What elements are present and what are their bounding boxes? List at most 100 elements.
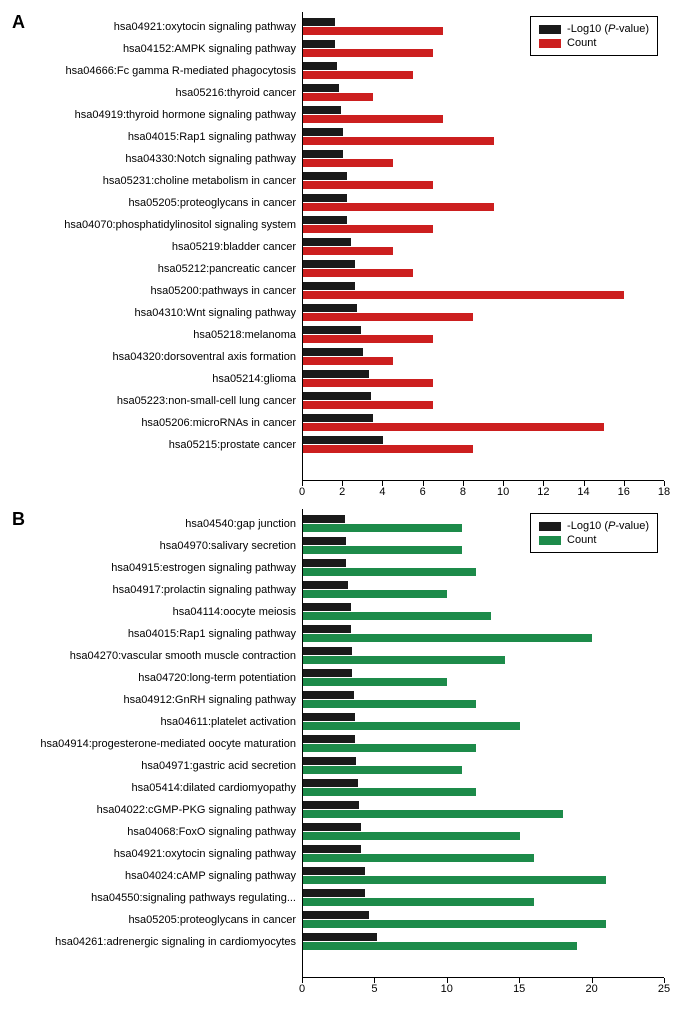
bar-logp [303, 537, 346, 545]
bar-count [303, 898, 534, 906]
row-label: hsa05205:proteoglycans in cancer [12, 909, 302, 931]
bar-row [303, 755, 664, 777]
bar-logp [303, 106, 341, 114]
ticks-a: 024681012141618 [302, 481, 664, 501]
row-label: hsa04070:phosphatidylinositol signaling … [12, 214, 302, 236]
bar-row [303, 60, 664, 82]
bar-logp [303, 260, 355, 268]
bar-row [303, 324, 664, 346]
bar-count [303, 357, 393, 365]
bar-row [303, 645, 664, 667]
legend-swatch-count-a [539, 39, 561, 48]
bar-count [303, 291, 624, 299]
bar-count [303, 401, 433, 409]
bar-count [303, 335, 433, 343]
legend-swatch-logp [539, 25, 561, 34]
row-label: hsa05218:melanoma [12, 324, 302, 346]
bar-count [303, 546, 462, 554]
bar-logp [303, 581, 348, 589]
bar-logp [303, 757, 356, 765]
bar-row [303, 82, 664, 104]
bar-row [303, 733, 664, 755]
bar-row [303, 843, 664, 865]
bar-logp [303, 779, 358, 787]
row-label: hsa04024:cAMP signaling pathway [12, 865, 302, 887]
row-label: hsa04310:Wnt signaling pathway [12, 302, 302, 324]
bar-count [303, 634, 592, 642]
row-label: hsa05414:dilated cardiomyopathy [12, 777, 302, 799]
row-label: hsa05231:choline metabolism in cancer [12, 170, 302, 192]
bar-row [303, 126, 664, 148]
bar-row [303, 887, 664, 909]
bar-logp [303, 933, 377, 941]
x-tick-label: 4 [379, 486, 385, 498]
row-label: hsa04261:adrenergic signaling in cardiom… [12, 931, 302, 953]
x-tick-label: 0 [299, 486, 305, 498]
bar-row [303, 346, 664, 368]
plot-col-b: -Log10 (P-value) Count 0510152025 [302, 509, 664, 978]
row-label: hsa04270:vascular smooth muscle contract… [12, 645, 302, 667]
bar-logp [303, 84, 339, 92]
x-tick-label: 6 [420, 486, 426, 498]
bar-logp [303, 515, 345, 523]
x-tick-label: 16 [618, 486, 630, 498]
bar-count [303, 115, 443, 123]
bar-count [303, 678, 447, 686]
row-label: hsa04540:gap junction [12, 513, 302, 535]
row-label: hsa04970:salivary secretion [12, 535, 302, 557]
x-tick-label: 10 [441, 983, 453, 995]
bar-count [303, 181, 433, 189]
bar-row [303, 799, 664, 821]
bar-count [303, 744, 476, 752]
bar-count [303, 810, 563, 818]
row-label: hsa04022:cGMP-PKG signaling pathway [12, 799, 302, 821]
bar-count [303, 225, 433, 233]
x-tick-label: 12 [537, 486, 549, 498]
bar-row [303, 931, 664, 953]
legend-text-logp-b: -Log10 (P-value) [567, 520, 649, 532]
bar-logp [303, 40, 335, 48]
bar-logp [303, 436, 383, 444]
bar-row [303, 601, 664, 623]
legend-row-count-b: Count [539, 534, 649, 546]
row-label: hsa05205:proteoglycans in cancer [12, 192, 302, 214]
x-tick-label: 15 [513, 983, 525, 995]
row-label: hsa04611:platelet activation [12, 711, 302, 733]
bar-logp [303, 392, 371, 400]
bar-row [303, 170, 664, 192]
bar-count [303, 445, 473, 453]
row-label: hsa04915:estrogen signaling pathway [12, 557, 302, 579]
row-label: hsa05206:microRNAs in cancer [12, 412, 302, 434]
row-label: hsa04917:prolactin signaling pathway [12, 579, 302, 601]
bar-logp [303, 128, 343, 136]
plot-inner-a [302, 12, 664, 481]
bar-logp [303, 889, 365, 897]
bar-row [303, 434, 664, 456]
bar-row [303, 777, 664, 799]
bar-logp [303, 823, 361, 831]
bar-logp [303, 348, 363, 356]
bar-logp [303, 691, 354, 699]
bar-row [303, 302, 664, 324]
bar-row [303, 689, 664, 711]
bar-logp [303, 150, 343, 158]
bar-row [303, 821, 664, 843]
row-label: hsa05216:thyroid cancer [12, 82, 302, 104]
bar-row [303, 667, 664, 689]
bar-count [303, 590, 447, 598]
bar-logp [303, 845, 361, 853]
row-label: hsa05214:glioma [12, 368, 302, 390]
x-tick-label: 10 [497, 486, 509, 498]
bar-count [303, 942, 577, 950]
panel-b: B hsa04540:gap junctionhsa04970:salivary… [12, 509, 664, 978]
bar-logp [303, 62, 337, 70]
bar-logp [303, 867, 365, 875]
bar-row [303, 258, 664, 280]
legend-row-count: Count [539, 37, 649, 49]
bar-logp [303, 911, 369, 919]
bar-logp [303, 603, 351, 611]
bar-count [303, 524, 462, 532]
bar-logp [303, 370, 369, 378]
bar-count [303, 612, 491, 620]
bar-count [303, 876, 606, 884]
